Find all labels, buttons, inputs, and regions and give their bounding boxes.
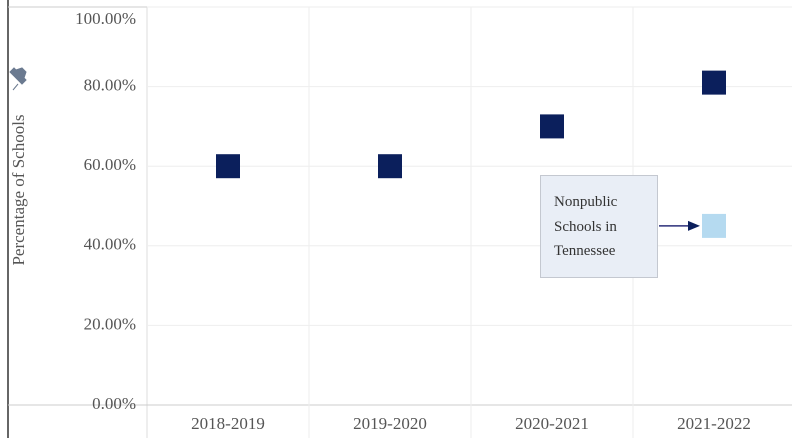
point — [702, 70, 726, 95]
y-tick-label: 40.00% — [84, 235, 136, 254]
point — [378, 154, 402, 179]
pin-icon — [9, 67, 27, 91]
point — [216, 154, 240, 179]
y-tick-label: 60.00% — [84, 155, 136, 174]
x-tick-label: 2019-2020 — [353, 414, 427, 433]
y-tick-label: 100.00% — [75, 9, 136, 28]
x-tick-label: 2021-2022 — [677, 414, 751, 433]
point — [540, 114, 564, 139]
point — [702, 213, 726, 238]
annotation-text: Nonpublic Schools in Tennessee — [554, 194, 618, 259]
x-tick-label: 2018-2019 — [191, 414, 265, 433]
y-tick-label: 80.00% — [84, 76, 136, 95]
x-tick-label: 2020-2021 — [515, 414, 589, 433]
y-axis-label: Percentage of Schools — [9, 114, 28, 265]
annotation-arrowhead — [688, 220, 700, 231]
y-tick-label: 20.00% — [84, 314, 136, 333]
annotation-box: Nonpublic Schools in Tennessee — [540, 175, 658, 278]
y-tick-label: 0.00% — [92, 394, 136, 413]
